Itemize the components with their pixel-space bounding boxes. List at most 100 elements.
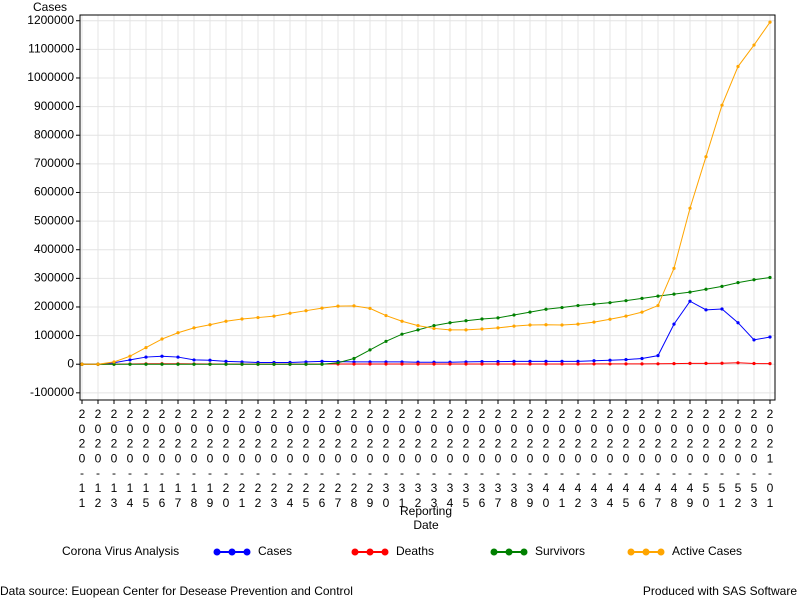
data-point — [528, 359, 532, 363]
legend-marker — [657, 548, 665, 556]
data-point — [656, 362, 660, 366]
legend-marker — [642, 548, 650, 556]
data-point — [368, 362, 372, 366]
plot-frame — [79, 14, 776, 401]
legend-label: Deaths — [396, 544, 434, 558]
data-point — [480, 317, 484, 321]
data-point — [432, 362, 436, 366]
data-point — [768, 362, 772, 366]
data-point — [192, 326, 196, 330]
x-tick-label: 2 0 2 0 -5 1 — [719, 407, 726, 510]
data-point — [688, 206, 692, 210]
data-point — [720, 361, 724, 365]
data-point — [256, 315, 260, 320]
y-tick-label: 200000 — [34, 299, 74, 313]
x-tick-label: 2 0 2 0 -2 4 — [287, 407, 294, 510]
data-point — [320, 306, 324, 310]
legend-marker — [228, 548, 236, 556]
data-point — [480, 360, 484, 364]
x-tick-label: 2 0 2 0 -4 1 — [559, 407, 566, 510]
x-tick-label: 2 0 2 0 -2 9 — [367, 407, 374, 510]
x-tick-label: 2 0 2 0 -1 2 — [95, 407, 102, 510]
data-point — [480, 362, 484, 366]
data-point — [416, 328, 420, 332]
data-point — [624, 362, 628, 366]
x-tick-label: 2 0 2 0 -5 0 — [703, 407, 710, 510]
data-point — [240, 362, 244, 366]
x-tick-label: 2 0 2 0 -1 7 — [175, 407, 182, 510]
data-point — [608, 301, 612, 305]
data-point — [384, 339, 388, 343]
x-tick-label: 2 0 2 0 -1 5 — [143, 407, 150, 510]
x-tick-label: 2 0 2 0 -4 4 — [607, 407, 614, 510]
data-point — [304, 362, 308, 366]
data-point — [272, 362, 276, 366]
data-point — [176, 362, 180, 366]
data-point — [464, 328, 468, 332]
data-point — [288, 311, 292, 315]
data-point — [352, 356, 356, 361]
data-point — [464, 362, 468, 366]
data-point — [736, 281, 740, 285]
data-point — [768, 275, 772, 280]
data-point — [608, 358, 612, 362]
data-point — [672, 362, 676, 366]
data-point — [640, 362, 644, 366]
series-line — [82, 21, 771, 365]
y-tick-label: 0 — [67, 356, 74, 370]
x-tick-label: 2 0 2 0 -3 8 — [511, 407, 518, 510]
footnote: Produced with SAS Software — [643, 584, 797, 598]
data-point — [528, 362, 532, 366]
data-point — [560, 362, 564, 366]
legend-label: Cases — [258, 544, 292, 558]
data-point — [592, 320, 596, 324]
x-tick-label: 2 0 2 0 -1 4 — [127, 407, 134, 510]
data-point — [672, 266, 676, 270]
x-tick-label: 2 0 2 0 -2 0 — [223, 407, 230, 510]
legend-marker — [351, 548, 359, 556]
data-point — [560, 323, 564, 327]
x-tick-label: 2 0 2 0 -2 8 — [351, 407, 358, 510]
data-point — [752, 278, 756, 282]
x-tick-label: 2 0 2 0 -2 7 — [335, 407, 342, 510]
legend-title: Corona Virus Analysis — [62, 544, 179, 558]
data-point — [368, 348, 372, 352]
data-point — [736, 321, 740, 325]
data-point — [624, 358, 628, 362]
data-point — [768, 335, 772, 339]
legend-marker — [490, 548, 498, 556]
y-tick-label: 1100000 — [28, 42, 74, 56]
data-point — [672, 292, 676, 296]
y-tick-label: 1000000 — [27, 70, 74, 84]
x-tick-label: 2 0 2 0 -1 6 — [159, 407, 166, 510]
data-point — [80, 362, 84, 366]
data-point — [96, 362, 100, 366]
x-tick-label: 2 0 2 0 -2 6 — [319, 407, 326, 510]
data-point — [720, 103, 724, 107]
data-point — [160, 354, 164, 358]
data-point — [640, 296, 644, 300]
data-point — [320, 359, 324, 363]
data-point — [576, 322, 580, 326]
data-point — [384, 313, 388, 318]
x-tick-label: 2 0 2 0 -3 2 — [415, 407, 422, 510]
data-point — [144, 362, 148, 366]
data-point — [592, 359, 596, 363]
data-point — [384, 362, 388, 366]
data-point — [208, 323, 212, 327]
data-point — [448, 321, 452, 325]
data-point — [640, 356, 644, 361]
x-tick-label: 2 0 2 0 -5 3 — [751, 407, 758, 510]
x-tick-label: 2 0 2 0 -3 5 — [463, 407, 470, 510]
legend-marker — [381, 548, 389, 556]
x-tick-label: 2 0 2 0 -3 6 — [479, 407, 486, 510]
data-point — [608, 362, 612, 366]
data-point — [496, 316, 500, 320]
x-tick-label: 2 0 2 0 -1 8 — [191, 407, 198, 510]
x-tick-label: 2 0 2 0 -1 9 — [207, 407, 214, 510]
data-point — [512, 324, 516, 328]
x-tick-label: 2 0 2 0 -2 5 — [303, 407, 310, 510]
data-point — [752, 338, 756, 342]
y-tick-label: 500000 — [34, 213, 74, 227]
